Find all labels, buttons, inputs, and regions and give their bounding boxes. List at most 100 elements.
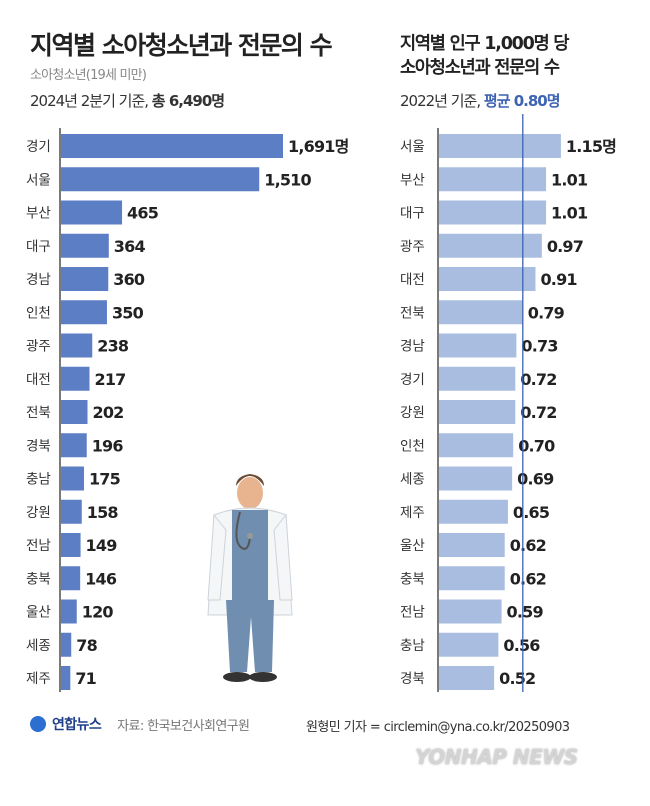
- category-label: 제주: [26, 671, 51, 687]
- bar: [439, 400, 516, 424]
- bar: [61, 433, 87, 458]
- bar: [439, 300, 523, 325]
- title-line-1: 지역별 인구 1,000명 당: [400, 34, 570, 54]
- bar: [439, 167, 547, 192]
- value-label: 0.69: [517, 470, 554, 489]
- category-label: 경남: [26, 272, 51, 288]
- bar: [61, 366, 90, 391]
- category-label: 경북: [400, 671, 425, 687]
- bar: [439, 134, 561, 158]
- bar: [61, 566, 81, 591]
- bar: [61, 267, 109, 291]
- category-label: 경남: [400, 339, 425, 355]
- basis-text: 2024년 2분기 기준,: [30, 92, 152, 110]
- bar: [439, 566, 505, 591]
- value-label: 1.15명: [566, 137, 616, 156]
- value-label: 364: [114, 237, 146, 256]
- category-label: 대구: [400, 206, 425, 222]
- bar: [61, 632, 72, 657]
- value-label: 0.91: [540, 270, 577, 289]
- value-label: 175: [89, 470, 121, 489]
- value-label: 196: [92, 436, 124, 455]
- bar: [61, 233, 109, 258]
- category-label: 울산: [26, 605, 51, 621]
- category-label: 전북: [400, 305, 425, 321]
- bar: [61, 466, 84, 491]
- value-label: 0.79: [528, 303, 565, 322]
- value-label: 0.97: [547, 237, 583, 256]
- category-label: 전북: [26, 405, 51, 421]
- bar: [61, 134, 283, 158]
- total-count: 총 6,490명: [151, 92, 225, 110]
- category-label: 울산: [400, 538, 425, 554]
- left-chart-title: 지역별 소아청소년과 전문의 수: [30, 31, 333, 60]
- value-label: 78: [76, 636, 97, 655]
- value-label: 71: [75, 669, 96, 688]
- value-label: 1.01: [551, 204, 588, 223]
- watermark: YONHAP NEWS: [415, 745, 578, 769]
- title-line-2: 소아청소년과 전문의 수: [400, 58, 560, 78]
- value-label: 120: [82, 603, 114, 622]
- average-value: 평균 0.80명: [483, 92, 561, 110]
- value-label: 0.72: [520, 403, 556, 422]
- bar: [61, 200, 123, 225]
- yonhap-logo-icon: [30, 716, 46, 732]
- bar: [439, 499, 508, 524]
- value-label: 238: [97, 337, 129, 356]
- category-label: 서울: [26, 172, 51, 188]
- right-chart-basis: 2022년 기준, 평균 0.80명: [400, 90, 561, 111]
- value-label: 0.62: [510, 536, 546, 555]
- category-label: 인천: [26, 305, 51, 321]
- category-label: 강원: [26, 505, 51, 521]
- bar: [439, 599, 502, 624]
- bar: [439, 267, 536, 291]
- value-label: 202: [93, 403, 124, 422]
- value-label: 0.52: [499, 669, 535, 688]
- bar: [439, 533, 505, 557]
- value-label: 0.65: [513, 503, 550, 522]
- category-label: 세종: [26, 638, 51, 654]
- category-label: 서울: [400, 139, 425, 155]
- bar: [439, 466, 513, 491]
- bar: [439, 366, 516, 391]
- value-label: 0.72: [520, 370, 556, 389]
- category-label: 부산: [26, 206, 51, 222]
- bar: [61, 400, 88, 424]
- value-label: 350: [112, 303, 144, 322]
- value-label: 360: [113, 270, 145, 289]
- basis-text: 2022년 기준,: [400, 92, 484, 110]
- bar: [439, 233, 542, 258]
- category-label: 대구: [26, 239, 51, 255]
- category-label: 경기: [26, 139, 51, 155]
- value-label: 0.59: [507, 603, 544, 622]
- source-text: 자료: 한국보건사회연구원: [117, 718, 250, 734]
- category-label: 경기: [400, 372, 425, 388]
- category-label: 충남: [26, 472, 51, 488]
- bar: [439, 666, 495, 690]
- category-label: 충남: [400, 638, 425, 654]
- bar: [439, 333, 517, 358]
- bar: [61, 533, 81, 557]
- category-label: 제주: [400, 505, 425, 521]
- category-label: 광주: [26, 339, 51, 355]
- value-label: 1,691명: [288, 137, 349, 156]
- footer-source: 연합뉴스 자료: 한국보건사회연구원: [30, 714, 250, 734]
- category-label: 대전: [26, 372, 51, 388]
- category-label: 대전: [400, 272, 425, 288]
- category-label: 광주: [400, 239, 425, 255]
- value-label: 465: [127, 204, 159, 223]
- bar: [61, 599, 77, 624]
- value-label: 0.62: [510, 569, 546, 588]
- logo-text: 연합뉴스: [52, 717, 102, 733]
- doctor-illustration: [207, 474, 293, 682]
- value-label: 1.01: [551, 170, 588, 189]
- bar: [439, 632, 499, 657]
- value-label: 149: [86, 536, 118, 555]
- value-label: 158: [87, 503, 119, 522]
- category-label: 세종: [400, 472, 425, 488]
- reporter-credit: 원형민 기자 = circlemin@yna.co.kr/20250903: [306, 720, 570, 735]
